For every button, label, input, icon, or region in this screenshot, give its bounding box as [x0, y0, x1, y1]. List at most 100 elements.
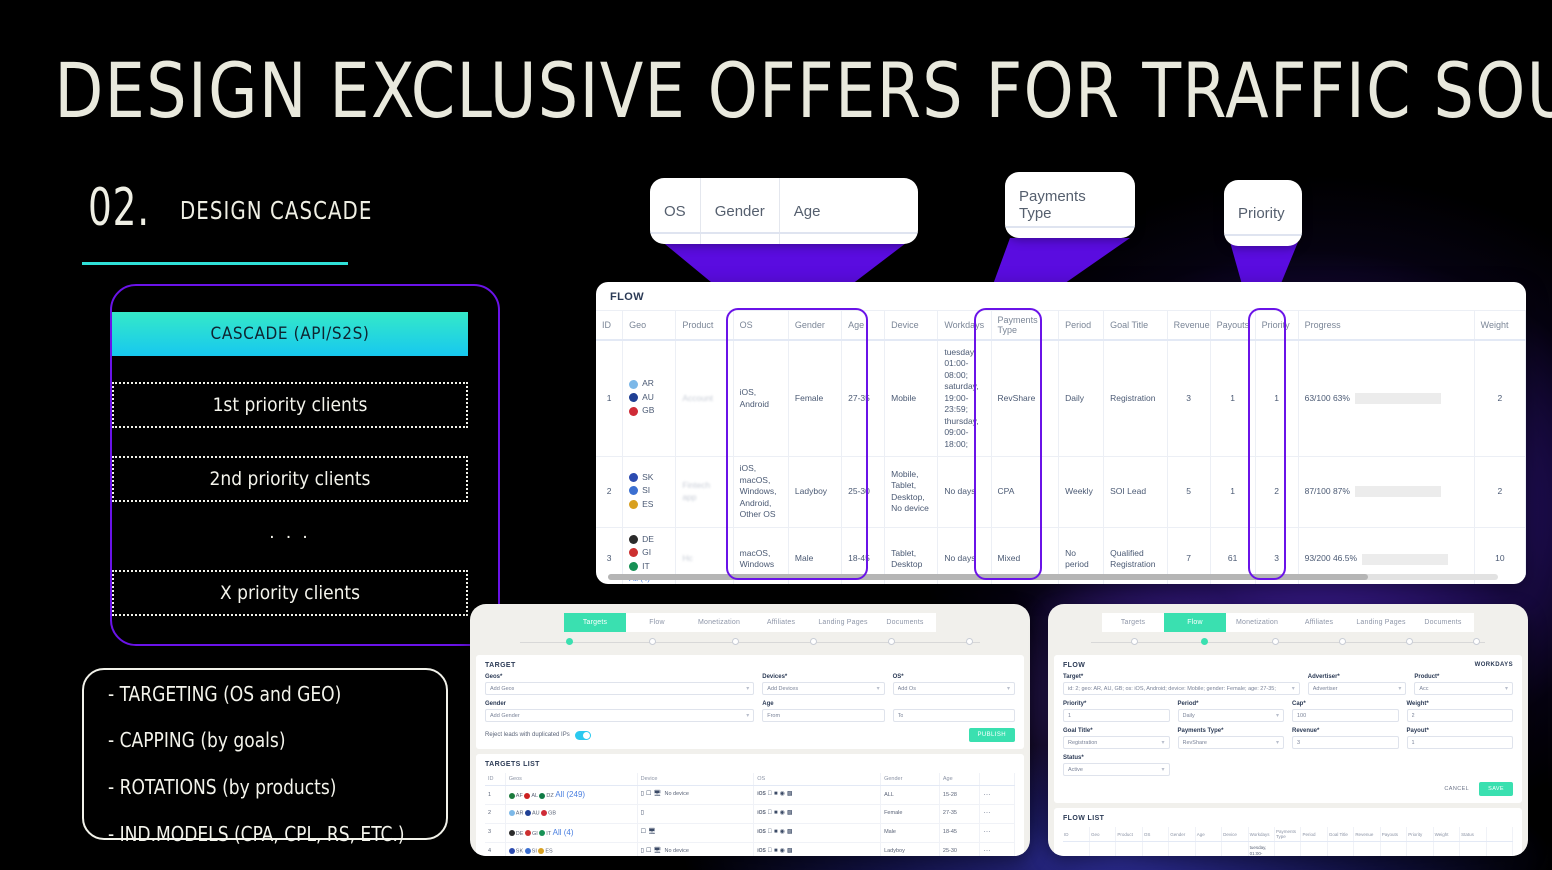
os-label: OS* [892, 674, 904, 680]
period-field[interactable]: Period* Daily ▾ [1177, 701, 1284, 722]
devices-field[interactable]: Devices* Add Devices ▾ [762, 674, 885, 695]
targets-col-device: Device [637, 773, 755, 786]
flow-list-col-status: Status [1459, 827, 1487, 842]
cell-payouts: 1 [1210, 456, 1256, 528]
cell-actions[interactable]: ⋯ [979, 823, 1015, 843]
revenue-field[interactable]: Revenue* 3 [1292, 728, 1399, 749]
product-input[interactable]: Acc [1419, 685, 1429, 692]
flow-table-body: 1 AR AU GB Account iOS, Android Female 27-35 Mob… [596, 340, 1526, 584]
cancel-button[interactable]: CANCEL [1444, 786, 1470, 792]
priority-input[interactable]: 1 [1068, 712, 1072, 719]
goal-title-field[interactable]: Goal Title* Registration ▾ [1063, 728, 1170, 749]
age-to-input[interactable]: To [897, 712, 904, 719]
revenue-label: Revenue* [1292, 728, 1320, 734]
targets-stepper [520, 637, 980, 649]
flow-col-revenue: Revenue [1167, 310, 1211, 341]
tab-flow[interactable]: Flow [626, 613, 688, 632]
cell-product: Account [675, 340, 734, 458]
tab-landing-pages[interactable]: Landing Pages [812, 613, 874, 632]
flow-list-col-payments-type: Payments Type [1274, 827, 1302, 842]
tablet-icon: ☐ [645, 847, 652, 854]
revenue-input[interactable]: 3 [1297, 739, 1301, 746]
advertiser-field[interactable]: Advertiser* Advertiser ▾ [1307, 674, 1407, 695]
callout-underline [1005, 226, 1135, 228]
tab-targets[interactable]: Targets [564, 613, 626, 632]
desktop-icon: 🖥 [653, 791, 661, 798]
os-input[interactable]: Add Os [897, 685, 916, 692]
flow-list-col-actions [1486, 827, 1513, 842]
cell-workdays: tuesday, 01:00-08:00; saturday, 19:00-23… [937, 340, 992, 458]
flow-col-product: Product [675, 310, 734, 341]
flow-list-table: ID Geo Product OS Gender Age Device Workdays Pay… [1063, 827, 1513, 856]
cell-goal-title: SOI Lead [1103, 456, 1168, 528]
tab-monetization[interactable]: Monetization [688, 613, 750, 632]
age-from-input[interactable]: From [767, 712, 781, 719]
cell-actions[interactable]: ⋯ [1486, 841, 1513, 856]
gender-input[interactable]: Add Gender [490, 712, 520, 719]
flow-table-header-row: ID Geo Product OS Gender Age Device Workdays Pay… [596, 310, 1526, 341]
age-from-field[interactable]: Age From [762, 701, 885, 722]
devices-label: Devices* [762, 674, 788, 680]
advertiser-input[interactable]: Advertiser [1312, 685, 1338, 692]
cell-weight: 2 [1433, 841, 1461, 856]
targets-col-age: Age [939, 773, 981, 786]
goal-title-input[interactable]: Registration [1068, 739, 1098, 746]
cell-weight: 2 [1474, 340, 1526, 458]
target-field[interactable]: Target* id: 2; geo: AR, AU, GB; os: iOS,… [1063, 674, 1300, 695]
cell-os: iOS ■◉▩ [753, 804, 882, 824]
flow-form-card: FLOW WORKDAYS Target* id: 2; geo: AR, AU… [1054, 655, 1522, 803]
target-input[interactable]: id: 2; geo: AR, AU, GB; os: iOS, Android… [1068, 685, 1276, 692]
targets-col-geos: Geos [505, 773, 638, 786]
flow-list-col-priority: Priority [1406, 827, 1434, 842]
cap-input[interactable]: 100 [1297, 712, 1307, 719]
publish-button[interactable]: PUBLISH [968, 728, 1015, 742]
cell-device: Mobile [884, 340, 939, 458]
devices-input[interactable]: Add Devices [767, 685, 799, 692]
period-input[interactable]: Daily [1182, 712, 1195, 719]
cell-os: iOS, macOS, Windows, Android, Other OS [733, 456, 789, 528]
cell-actions[interactable]: ⋯ [979, 785, 1015, 806]
section-title: DESIGN CASCADE [180, 196, 373, 225]
payments-type-input[interactable]: RevShare [1182, 739, 1207, 746]
cell-actions[interactable]: ⋯ [979, 842, 1015, 856]
workdays-link[interactable]: WORKDAYS [1474, 662, 1513, 668]
os-field[interactable]: OS* Add Os ▾ [892, 674, 1015, 695]
callout-underline [650, 232, 918, 234]
tab-monetization[interactable]: Monetization [1226, 613, 1288, 632]
tab-affiliates[interactable]: Affiliates [1288, 613, 1350, 632]
cell-geos: DE GI IT All (4) [505, 823, 638, 843]
status-field[interactable]: Status* Active ▾ [1063, 755, 1170, 776]
tab-targets[interactable]: Targets [1102, 613, 1164, 632]
cap-label: Cap* [1292, 701, 1306, 707]
gender-field[interactable]: Gender Add Gender ▾ [485, 701, 755, 722]
save-button[interactable]: SAVE [1479, 782, 1513, 796]
payout-input[interactable]: 1 [1411, 739, 1415, 746]
reject-dup-ip-toggle[interactable] [574, 730, 591, 740]
cell-gender: Male [880, 823, 940, 843]
tab-flow[interactable]: Flow [1164, 613, 1226, 632]
tab-documents[interactable]: Documents [1412, 613, 1474, 632]
tab-landing-pages[interactable]: Landing Pages [1350, 613, 1412, 632]
payments-type-field[interactable]: Payments Type* RevShare ▾ [1177, 728, 1284, 749]
geos-field[interactable]: Geos* Add Geos ▾ [485, 674, 755, 695]
desktop-icon: 🖥 [648, 828, 656, 835]
cell-device: ▯ ☐ 🖥 No device [637, 842, 755, 856]
chevron-down-icon: ▾ [1291, 686, 1295, 692]
horizontal-scrollbar[interactable] [608, 574, 1498, 580]
cap-field[interactable]: Cap* 100 [1292, 701, 1399, 722]
geos-input[interactable]: Add Geos [490, 685, 515, 692]
age-to-field[interactable]: To [892, 701, 1015, 722]
cell-gender: Ladyboy [788, 456, 843, 528]
tab-affiliates[interactable]: Affiliates [750, 613, 812, 632]
geos-label: Geos* [485, 674, 503, 680]
cell-actions[interactable]: ⋯ [979, 804, 1015, 824]
weight-field[interactable]: Weight* 2 [1406, 701, 1513, 722]
tab-documents[interactable]: Documents [874, 613, 936, 632]
status-input[interactable]: Active [1068, 766, 1083, 773]
product-field[interactable]: Product* Acc ▾ [1414, 674, 1514, 695]
weight-input[interactable]: 2 [1411, 712, 1415, 719]
priority-field[interactable]: Priority* 1 [1063, 701, 1170, 722]
page-title: DESIGN EXCLUSIVE OFFERS FOR TRAFFIC SOUR… [54, 46, 1552, 135]
payout-field[interactable]: Payout* 1 [1406, 728, 1513, 749]
